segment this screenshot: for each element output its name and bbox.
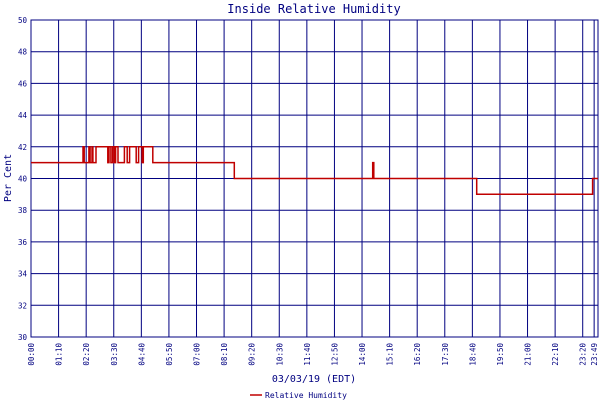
x-tick-label: 01:10 (55, 343, 64, 366)
x-tick-label: 15:10 (386, 343, 395, 366)
x-tick-labels: 00:00 01:10 02:20 03:30 04:40 05:50 07:00 08:10… (27, 343, 599, 366)
y-tick-label: 44 (18, 111, 28, 120)
y-tick-label: 34 (18, 270, 28, 279)
y-axis-label: Per Cent (3, 154, 14, 202)
series-layer (31, 146, 598, 196)
x-tick-label: 23:49 (590, 343, 599, 366)
x-tick-label: 21:00 (524, 343, 533, 366)
x-tick-label: 18:40 (468, 343, 477, 366)
y-tick-label: 36 (18, 238, 28, 247)
y-tick-label: 30 (18, 333, 28, 342)
legend-label: Relative Humidity (265, 391, 347, 400)
x-tick-label: 16:20 (413, 343, 422, 366)
legend: Relative Humidity (250, 391, 347, 400)
y-tick-labels: 30 32 34 36 38 40 42 44 46 48 50 (18, 16, 28, 342)
x-tick-label: 11:40 (303, 343, 312, 366)
chart-title: Inside Relative Humidity (227, 2, 400, 16)
x-tick-label: 02:20 (82, 343, 91, 366)
x-tick-label: 19:50 (496, 343, 505, 366)
x-tick-label: 09:20 (248, 343, 257, 366)
x-tick-label: 03:30 (110, 343, 119, 366)
x-tick-label: 05:50 (165, 343, 174, 366)
x-tick-label: 00:00 (27, 343, 36, 366)
y-tick-label: 38 (18, 206, 28, 215)
x-tick-label: 12:50 (330, 343, 339, 366)
x-tick-label: 07:00 (193, 343, 202, 366)
y-tick-label: 46 (18, 79, 28, 88)
x-tick-label: 04:40 (137, 343, 146, 366)
x-tick-label: 10:30 (275, 343, 284, 366)
y-tick-label: 42 (18, 143, 27, 152)
x-tick-label: 23:20 (579, 343, 588, 366)
y-tick-label: 40 (18, 175, 28, 184)
y-tick-label: 32 (18, 301, 27, 310)
x-tick-label: 08:10 (220, 343, 229, 366)
y-tick-label: 50 (18, 16, 28, 25)
x-tick-label: 14:00 (358, 343, 367, 366)
x-axis-label: 03/03/19 (EDT) (272, 374, 356, 385)
x-tick-label: 17:30 (441, 343, 450, 366)
y-tick-label: 48 (18, 48, 28, 57)
x-tick-label: 22:10 (551, 343, 560, 366)
series-line-relative-humidity (31, 146, 598, 196)
